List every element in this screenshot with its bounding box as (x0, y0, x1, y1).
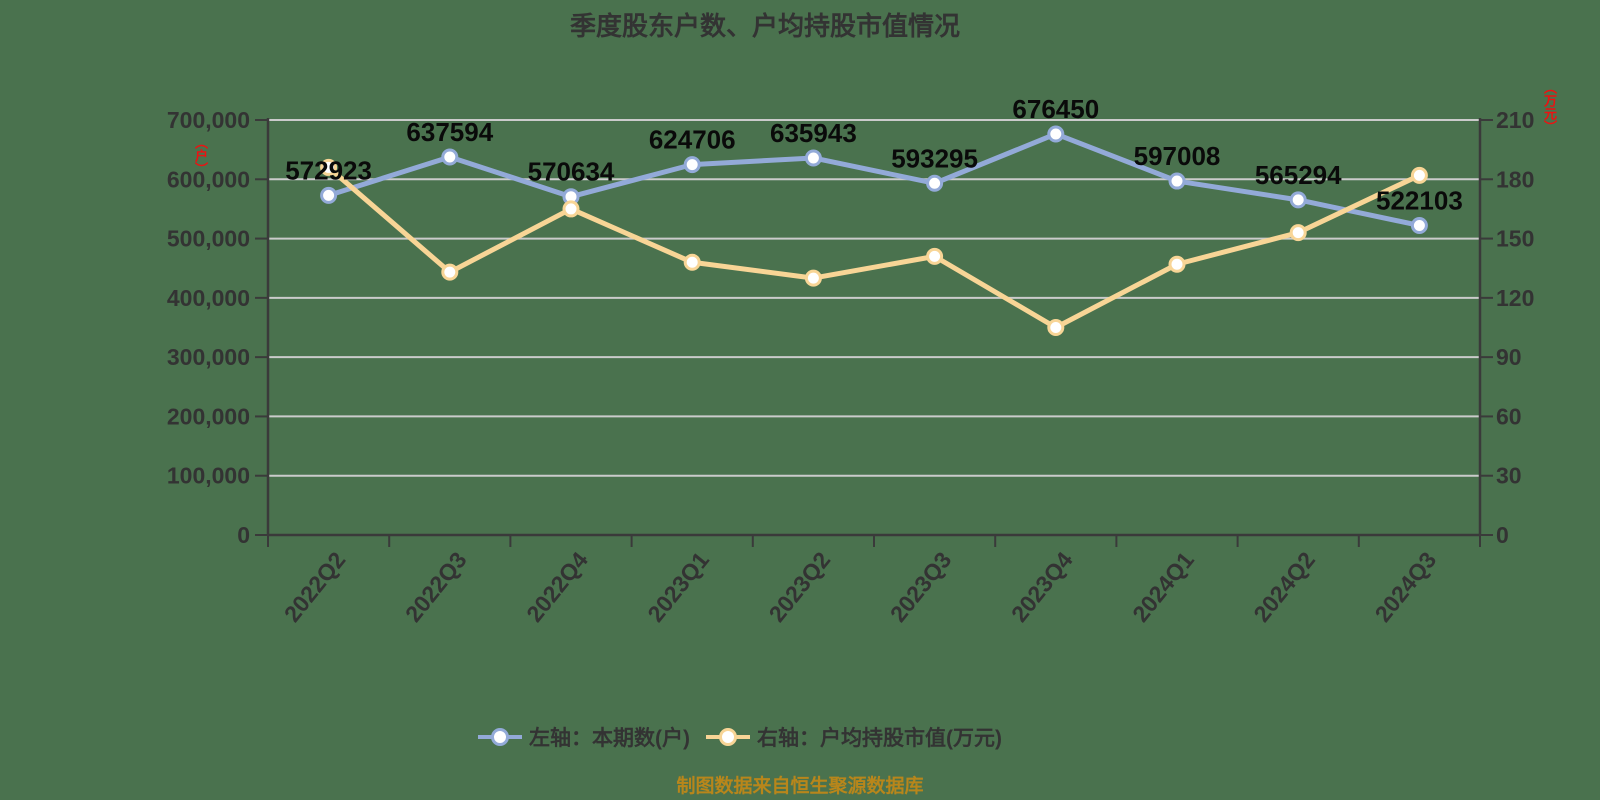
left-axis-unit-label: （户） (193, 136, 208, 175)
data-point-label: 597008 (1134, 141, 1221, 171)
data-point[interactable] (1168, 255, 1186, 273)
data-point[interactable] (804, 149, 822, 167)
data-point-label: 635943 (770, 118, 857, 148)
data-point[interactable] (441, 148, 459, 166)
line-marker-icon (706, 728, 750, 746)
left-axis-tick-label: 400,000 (167, 285, 250, 311)
data-point[interactable] (926, 174, 944, 192)
right-axis-unit-label: （万元） (1542, 81, 1557, 133)
data-point[interactable] (562, 200, 580, 218)
data-point[interactable] (1410, 166, 1428, 184)
data-point[interactable] (1168, 172, 1186, 190)
data-point-label: 676450 (1012, 94, 1099, 124)
x-axis-category-label: 2024Q2 (1248, 547, 1320, 627)
series-line-1 (326, 164, 1422, 330)
left-axis-tick-label: 700,000 (167, 107, 250, 133)
x-axis-category-label: 2023Q2 (764, 547, 836, 627)
line-marker-icon (478, 728, 522, 746)
x-axis-category-label: 2024Q3 (1370, 547, 1442, 627)
right-axis-tick-label: 90 (1496, 344, 1522, 370)
data-point[interactable] (320, 186, 338, 204)
right-axis-tick-label: 150 (1496, 226, 1534, 252)
data-point[interactable] (1047, 125, 1065, 143)
left-axis-tick-label: 300,000 (167, 344, 250, 370)
data-point-label: 522103 (1376, 185, 1463, 215)
data-point[interactable] (320, 158, 338, 176)
legend-item-label: 右轴：户均持股市值(万元) (757, 727, 1002, 750)
left-axis-tick-label: 0 (237, 522, 250, 548)
data-point[interactable] (804, 269, 822, 287)
legend: 左轴：本期数(户) 右轴：户均持股市值(万元) (478, 722, 1002, 752)
data-point[interactable] (1289, 224, 1307, 242)
series-line-0 (326, 131, 1422, 228)
x-axis-category-label: 2023Q4 (1006, 547, 1078, 627)
right-axis-tick-label: 0 (1496, 522, 1509, 548)
data-point-label: 637594 (406, 117, 493, 147)
left-axis-tick-label: 600,000 (167, 166, 250, 192)
left-axis-tick-label: 100,000 (167, 463, 250, 489)
data-point[interactable] (1289, 191, 1307, 209)
chart-title: 季度股东户数、户均持股市值情况 (569, 11, 961, 41)
right-axis-tick-label: 60 (1496, 403, 1522, 429)
x-axis-category-label: 2022Q3 (400, 547, 472, 627)
data-source-note: 制图数据来自恒生聚源数据库 (676, 776, 924, 797)
x-axis-category-label: 2024Q1 (1127, 547, 1199, 627)
right-axis-tick-label: 30 (1496, 463, 1522, 489)
right-axis-tick-label: 120 (1496, 285, 1534, 311)
left-axis-tick-label: 500,000 (167, 226, 250, 252)
legend-item-shareholder-count[interactable]: 左轴：本期数(户) (478, 722, 690, 752)
data-point-label: 624706 (649, 125, 736, 155)
x-axis-category-label: 2022Q4 (521, 547, 593, 627)
data-point[interactable] (1047, 319, 1065, 336)
x-axis-category-label: 2023Q1 (642, 547, 714, 627)
legend-item-label: 左轴：本期数(户) (529, 727, 690, 750)
data-point[interactable] (441, 263, 459, 281)
x-axis-category-label: 2023Q3 (885, 547, 957, 627)
data-point[interactable] (926, 247, 944, 265)
left-axis-tick-label: 200,000 (167, 403, 250, 429)
legend-item-avg-holding-value[interactable]: 右轴：户均持股市值(万元) (706, 722, 1002, 752)
data-point-label: 565294 (1255, 160, 1342, 190)
data-point-label: 570634 (528, 157, 615, 187)
x-axis-category-label: 2022Q2 (279, 547, 351, 627)
data-point[interactable] (1410, 216, 1428, 234)
data-point-label: 593295 (891, 143, 978, 173)
right-axis-tick-label: 180 (1496, 166, 1534, 192)
right-axis-tick-label: 210 (1496, 107, 1534, 133)
data-point[interactable] (683, 156, 701, 174)
data-point[interactable] (683, 253, 701, 271)
data-point-label: 572923 (285, 155, 372, 185)
